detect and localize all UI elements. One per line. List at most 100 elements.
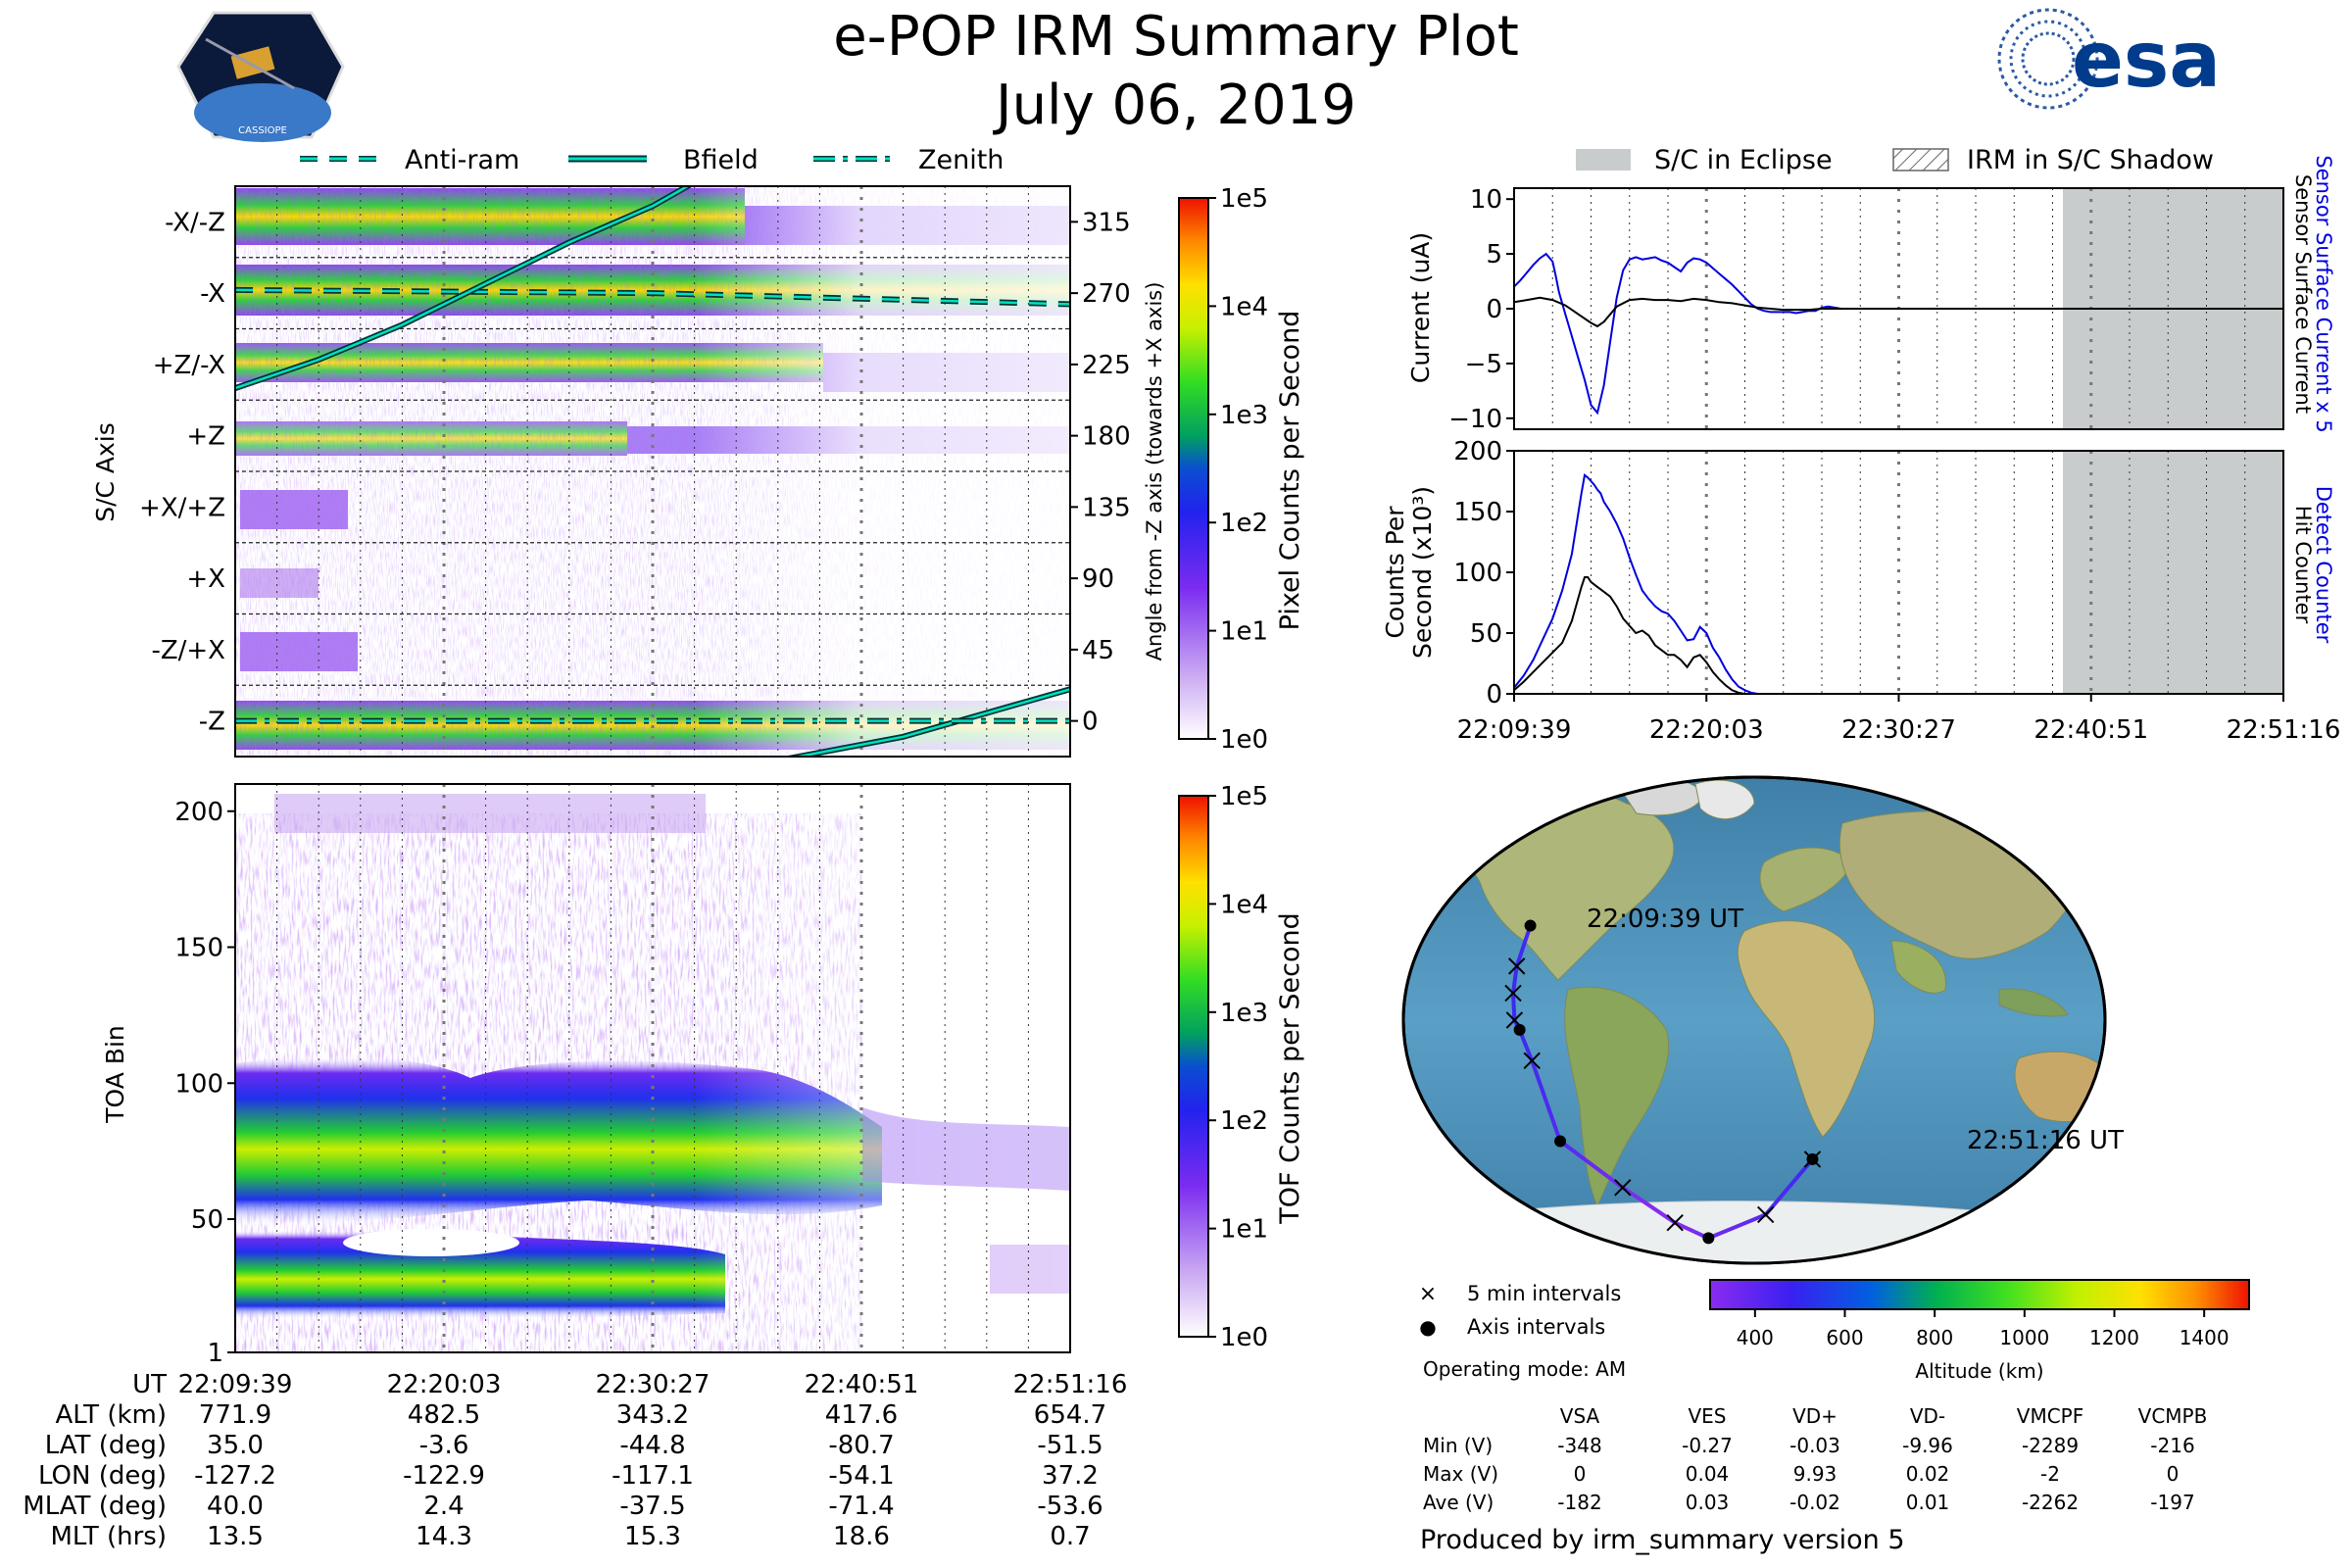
ephemeris-value: 2.4 — [423, 1492, 464, 1521]
colorbar-tick-label: 1e1 — [1220, 1215, 1268, 1245]
ephemeris-value: -51.5 — [1037, 1431, 1102, 1460]
axis-interval-marker — [1702, 1232, 1715, 1245]
five-min-marker — [1614, 1179, 1632, 1197]
colorbar-tick-label: 1e2 — [1220, 1106, 1268, 1136]
voltage-col-header: VES — [1688, 1404, 1726, 1428]
map-legend: × 5 min intervals ● Axis intervals Opera… — [1419, 1282, 1626, 1381]
ephemeris-value: 22:40:51 — [805, 1370, 919, 1399]
track-start-label: 22:09:39 UT — [1587, 905, 1743, 934]
voltage-col-header: VD+ — [1792, 1404, 1838, 1428]
altitude-tick-label: 400 — [1737, 1326, 1774, 1349]
angle-tick-label: 180 — [1082, 422, 1131, 452]
ephemeris-value: 15.3 — [624, 1522, 681, 1551]
altitude-tick-label: 1400 — [2180, 1326, 2230, 1349]
ephemeris-value: 37.2 — [1042, 1461, 1099, 1491]
page-date: July 06, 2019 — [993, 74, 1356, 137]
axis-interval-marker — [1524, 919, 1537, 932]
ephemeris-value: -80.7 — [828, 1431, 894, 1460]
voltage-value: -348 — [1557, 1434, 1601, 1457]
voltage-value: -0.27 — [1682, 1434, 1733, 1457]
voltage-value: 0 — [1574, 1462, 1587, 1486]
voltage-value: -0.02 — [1789, 1491, 1840, 1514]
voltage-value: 0.02 — [1906, 1462, 1950, 1486]
counts-panel: 200 150 100 50 0 22:09:39 22:20:03 22:30:27 22:… — [1381, 437, 2340, 745]
five-min-marker — [1756, 1205, 1775, 1224]
ephemeris-value: -122.9 — [403, 1461, 485, 1491]
voltage-value: 0.04 — [1686, 1462, 1730, 1486]
voltage-value: -197 — [2150, 1491, 2194, 1514]
angle-tick-label: 0 — [1082, 708, 1099, 737]
axis-row-label: -X — [200, 279, 225, 309]
right-legend: S/C in Eclipse IRM in S/C Shadow — [1576, 145, 2214, 175]
ephemeris-value: 771.9 — [199, 1400, 271, 1430]
counts-ylabel: Counts Per — [1381, 506, 1409, 639]
esa-logo-text: esa — [2072, 17, 2221, 105]
axis-row-label: -Z — [199, 708, 225, 737]
ephemeris-value: -37.5 — [619, 1492, 685, 1521]
voltage-value: -182 — [1557, 1491, 1601, 1514]
x-tick-label: 22:30:27 — [1841, 715, 1956, 745]
ephemeris-row-label: LON (deg) — [38, 1461, 167, 1491]
voltage-col-header: VMCPF — [2017, 1404, 2083, 1428]
y-tick-label: 0 — [1486, 680, 1502, 710]
axis-row-label: +Z — [186, 422, 225, 452]
voltage-value: 0 — [2167, 1462, 2180, 1486]
altitude-colorbar: 400 600 800 1000 1200 1400 Altitude (km) — [1709, 1279, 2250, 1383]
axis-row-label: -X/-Z — [165, 208, 225, 237]
pixel-heatmap-panel: -X/-Z -X +Z/-X +Z +X/+Z +X -Z/+X -Z 315 270 225 18… — [91, 184, 1305, 758]
legend-eclipse: S/C in Eclipse — [1654, 145, 1833, 175]
five-min-marker — [1507, 957, 1526, 975]
track-end-label: 22:51:16 UT — [1967, 1126, 2124, 1155]
legend-anti-ram: Anti-ram — [405, 145, 519, 175]
y-tick-label: 100 — [1453, 559, 1502, 588]
colorbar-tick-label: 1e4 — [1220, 292, 1268, 321]
voltage-value: -216 — [2150, 1434, 2194, 1457]
voltage-value: 0.01 — [1906, 1491, 1950, 1514]
voltage-value: 9.93 — [1793, 1462, 1838, 1486]
ephemeris-value: 40.0 — [207, 1492, 264, 1521]
counts-eclipse-region — [2063, 451, 2283, 694]
ephemeris-value: -53.6 — [1037, 1492, 1102, 1521]
altitude-tick-label: 1200 — [2089, 1326, 2139, 1349]
ephemeris-value: -54.1 — [828, 1461, 894, 1491]
ephemeris-value: 35.0 — [207, 1431, 264, 1460]
angle-tick-label: 135 — [1082, 493, 1131, 522]
ephemeris-row-label: ALT (km) — [55, 1400, 167, 1430]
page-title: e-POP IRM Summary Plot — [833, 5, 1519, 69]
legend-shadow: IRM in S/C Shadow — [1967, 145, 2214, 175]
y-tick-label: 200 — [174, 798, 223, 827]
colorbar-tick-label: 1e0 — [1220, 1323, 1268, 1352]
ephemeris-value: 22:09:39 — [178, 1370, 293, 1399]
ephemeris-value: 22:20:03 — [387, 1370, 502, 1399]
toa-colorbar — [1178, 795, 1209, 1338]
esa-logo: esa — [1997, 8, 2221, 110]
y-tick-label: 1 — [207, 1339, 223, 1368]
footer-text: Produced by irm_summary version 5 — [1420, 1525, 1905, 1555]
legend-bfield: Bfield — [683, 145, 759, 175]
counts-ylabel-2: Second (x10³) — [1408, 486, 1437, 659]
voltage-value: -2262 — [2022, 1491, 2079, 1514]
voltage-col-header: VD- — [1910, 1404, 1945, 1428]
axis-row-label: +X — [186, 564, 225, 594]
pixel-heatmap-data — [235, 186, 1070, 757]
angle-tick-label: 90 — [1082, 564, 1114, 594]
legend-eclipse-swatch — [1576, 149, 1631, 171]
ephemeris-value: 22:51:16 — [1013, 1370, 1128, 1399]
y-tick-label: −10 — [1448, 405, 1502, 434]
badge-text: CASSIOPE — [238, 125, 287, 136]
y-tick-label: 10 — [1470, 185, 1502, 215]
ephemeris-value: 14.3 — [416, 1522, 472, 1551]
ephemeris-value: 18.6 — [833, 1522, 890, 1551]
series-hit-counter — [1514, 576, 2283, 694]
counts-ylabel-right-primary: Detect Counter — [2312, 486, 2335, 644]
altitude-tick-label: 800 — [1916, 1326, 1953, 1349]
current-ylabel-right-primary: Sensor Surface Current x 5 — [2312, 155, 2335, 432]
toa-colorbar-label: TOF Counts per Second — [1275, 912, 1305, 1225]
voltage-row-label: Min (V) — [1423, 1434, 1493, 1457]
colorbar-tick-label: 1e3 — [1220, 401, 1268, 430]
ephemeris-value: 0.7 — [1050, 1522, 1090, 1551]
pixel-colorbar-label: Pixel Counts per Second — [1275, 311, 1305, 631]
ephemeris-row-label: UT — [132, 1370, 167, 1399]
ephemeris-table: UT 22:09:39 22:20:03 22:30:27 22:40:51 22:51:… — [23, 1370, 1127, 1551]
